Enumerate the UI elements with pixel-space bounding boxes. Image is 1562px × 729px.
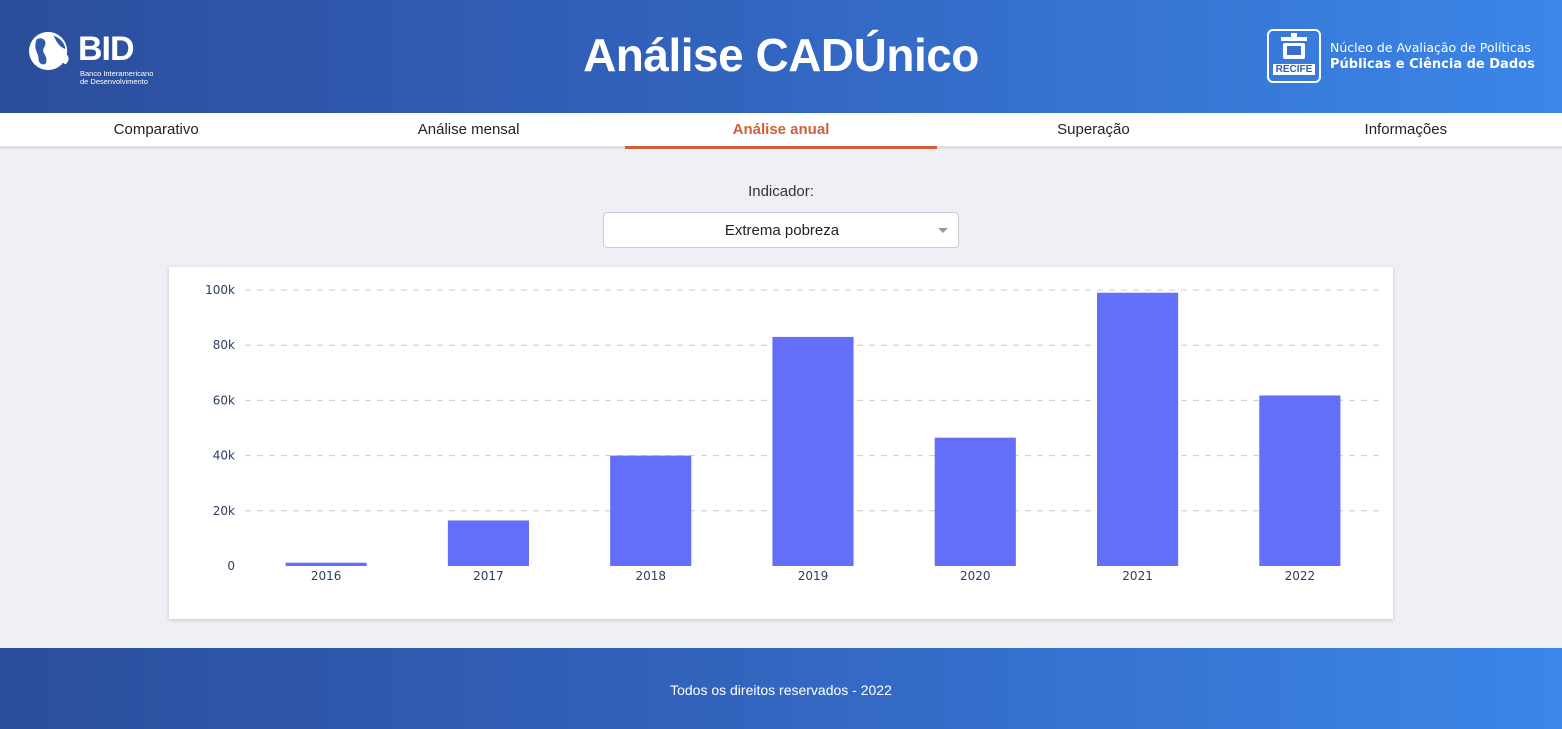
indicator-label: Indicador: xyxy=(748,183,814,200)
bid-subtitle-line2: de Desenvolvimento xyxy=(80,77,148,86)
x-tick-label: 2022 xyxy=(1285,569,1316,583)
x-tick-label: 2021 xyxy=(1122,569,1153,583)
x-tick-label: 2018 xyxy=(635,569,666,583)
bar[interactable] xyxy=(610,455,692,566)
bar[interactable] xyxy=(1259,395,1341,566)
y-tick-label: 40k xyxy=(213,449,235,463)
footer-text: Todos os direitos reservados - 2022 xyxy=(670,682,892,698)
recife-logo[interactable]: RECIFE xyxy=(1267,29,1321,83)
y-tick-label: 20k xyxy=(213,504,235,518)
y-tick-label: 100k xyxy=(205,283,235,297)
tab-comparativo[interactable]: Comparativo xyxy=(113,121,199,138)
bar[interactable] xyxy=(285,562,367,566)
recife-crest-icon xyxy=(1281,33,1307,59)
bar[interactable] xyxy=(1097,292,1179,566)
chevron-down-icon[interactable] xyxy=(938,228,948,233)
page-footer: Todos os direitos reservados - 2022 xyxy=(0,648,1562,729)
x-tick-label: 2019 xyxy=(798,569,829,583)
bar[interactable] xyxy=(772,336,854,566)
bid-logo-text: BID xyxy=(78,30,135,68)
tab-informacoes[interactable]: Informações xyxy=(1364,121,1448,138)
nucleo-line2: Públicas e Ciência de Dados xyxy=(1330,57,1535,72)
x-tick-label: 2020 xyxy=(960,569,991,583)
bar[interactable] xyxy=(934,437,1016,566)
recife-logo-text: RECIFE xyxy=(1273,64,1315,75)
y-tick-label: 60k xyxy=(213,393,235,407)
nucleo-title: Núcleo de Avaliação de Políticas Pública… xyxy=(1330,40,1535,74)
x-tick-label: 2016 xyxy=(311,569,342,583)
page-header: BID Banco Interamericano de Desenvolvime… xyxy=(0,0,1562,113)
indicator-dropdown[interactable]: Extrema pobreza xyxy=(603,212,959,248)
tab-superacao[interactable]: Superação xyxy=(1057,121,1130,138)
x-tick-label: 2017 xyxy=(473,569,504,583)
bid-logo[interactable]: BID Banco Interamericano de Desenvolvime… xyxy=(26,28,166,86)
annual-chart: 0 20k 40k 60k 80k 100k 2016 2017 2018 2019 2020 202… xyxy=(169,267,1393,619)
indicator-dropdown-value: Extrema pobreza xyxy=(724,222,840,239)
bid-logo-subtitle: Banco Interamericano de Desenvolvimento xyxy=(80,70,170,86)
bar-chart[interactable]: 0 20k 40k 60k 80k 100k 2016 2017 2018 2019 2020 202… xyxy=(169,267,1393,619)
y-tick-label: 80k xyxy=(213,338,235,352)
bar[interactable] xyxy=(447,520,529,566)
tab-analise-anual[interactable]: Análise anual xyxy=(624,113,938,149)
page-title: Análise CADÚnico xyxy=(583,29,979,81)
tab-analise-mensal[interactable]: Análise mensal xyxy=(417,121,520,138)
tab-bar: Comparativo Análise mensal Análise anual… xyxy=(0,113,1562,149)
nucleo-line1: Núcleo de Avaliação de Políticas xyxy=(1330,40,1531,55)
globe-icon xyxy=(29,31,69,71)
y-tick-label: 0 xyxy=(227,559,235,573)
bid-subtitle-line1: Banco Interamericano xyxy=(80,69,154,78)
